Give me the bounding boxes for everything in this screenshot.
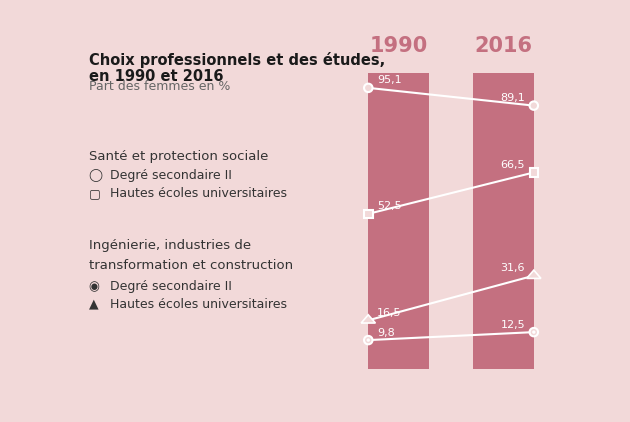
Text: Hautes écoles universitaires: Hautes écoles universitaires bbox=[110, 187, 287, 200]
Text: 2016: 2016 bbox=[474, 35, 532, 56]
Text: transformation et construction: transformation et construction bbox=[88, 259, 293, 272]
Ellipse shape bbox=[364, 336, 372, 344]
Text: 66,5: 66,5 bbox=[500, 160, 525, 170]
Text: 89,1: 89,1 bbox=[500, 93, 525, 103]
Text: ▢: ▢ bbox=[88, 187, 100, 200]
Text: 1990: 1990 bbox=[369, 35, 428, 56]
Bar bbox=[364, 210, 372, 218]
Text: ◉: ◉ bbox=[88, 280, 100, 293]
Bar bbox=[473, 73, 534, 369]
Ellipse shape bbox=[364, 84, 372, 92]
Text: 31,6: 31,6 bbox=[500, 263, 525, 273]
Ellipse shape bbox=[530, 328, 538, 336]
Text: ◯: ◯ bbox=[88, 169, 103, 182]
Text: Degré secondaire II: Degré secondaire II bbox=[110, 169, 232, 182]
Ellipse shape bbox=[532, 330, 536, 334]
Text: Degré secondaire II: Degré secondaire II bbox=[110, 280, 232, 293]
Text: 12,5: 12,5 bbox=[500, 319, 525, 330]
Ellipse shape bbox=[367, 338, 370, 342]
Text: Part des femmes en %: Part des femmes en % bbox=[88, 80, 230, 93]
Text: 95,1: 95,1 bbox=[377, 75, 402, 85]
Text: 16,5: 16,5 bbox=[377, 308, 401, 318]
Text: en 1990 et 2016: en 1990 et 2016 bbox=[88, 68, 223, 84]
Text: 9,8: 9,8 bbox=[377, 327, 395, 338]
Text: Choix professionnels et des études,: Choix professionnels et des études, bbox=[88, 52, 385, 68]
Text: 52,5: 52,5 bbox=[377, 201, 402, 211]
Ellipse shape bbox=[530, 101, 538, 110]
Text: Santé et protection sociale: Santé et protection sociale bbox=[88, 150, 268, 163]
Text: Ingénierie, industries de: Ingénierie, industries de bbox=[88, 239, 251, 252]
Text: ▲: ▲ bbox=[88, 298, 98, 311]
Bar bbox=[369, 73, 429, 369]
Text: Hautes écoles universitaires: Hautes écoles universitaires bbox=[110, 298, 287, 311]
Bar bbox=[530, 168, 538, 177]
